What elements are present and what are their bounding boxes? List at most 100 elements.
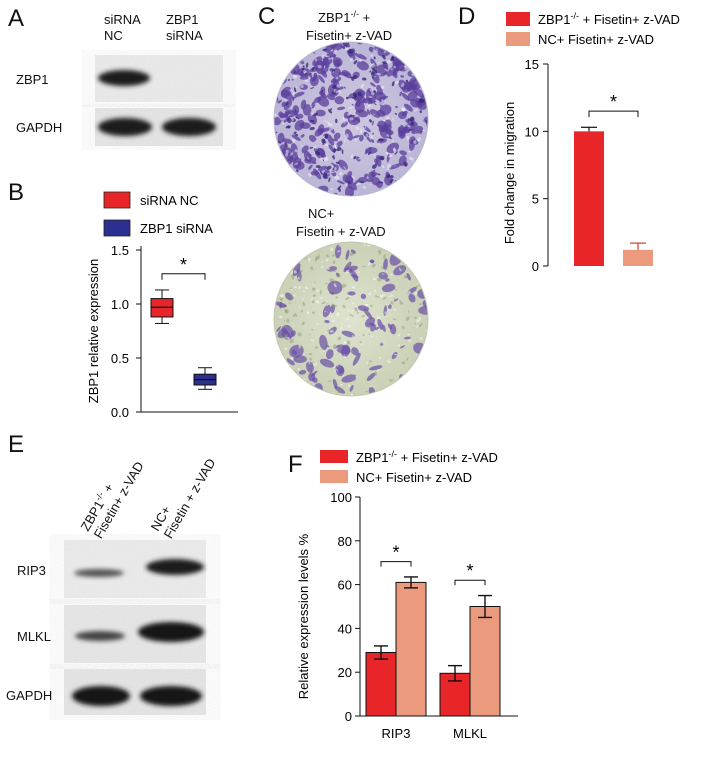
stained-cell (326, 134, 335, 146)
stained-cell (342, 174, 349, 183)
stained-cell (331, 162, 336, 167)
stained-cell (300, 99, 307, 110)
stained-cell (299, 118, 301, 121)
stained-cell (379, 181, 384, 184)
stained-cell (309, 146, 314, 149)
stained-cell (369, 365, 383, 371)
stained-cell (294, 91, 305, 97)
stained-cell (325, 258, 329, 262)
stained-cell (295, 87, 298, 89)
stained-cell (334, 144, 338, 147)
stained-cell (360, 293, 367, 300)
stained-cell (314, 150, 321, 156)
stained-cell (381, 100, 384, 104)
stained-cell (356, 350, 358, 353)
stained-cell (310, 361, 314, 364)
stained-cell (393, 265, 407, 276)
stained-cell (373, 56, 376, 60)
stained-cell (338, 86, 344, 90)
stained-cell (321, 260, 324, 263)
stained-cell (357, 305, 370, 312)
stained-cell (366, 244, 371, 247)
stained-cell (369, 183, 372, 186)
stained-cell (356, 312, 359, 314)
stained-cell (333, 268, 338, 272)
stained-cell (349, 385, 354, 392)
stained-cell (373, 162, 375, 165)
stained-cell (338, 172, 342, 175)
stained-cell (407, 124, 411, 128)
stained-cell (394, 151, 398, 155)
stained-cell (330, 76, 342, 84)
stained-cell (365, 300, 367, 303)
stained-cell (330, 314, 333, 319)
stained-cell (398, 126, 403, 137)
stained-cell (329, 291, 335, 295)
stained-cell (406, 273, 411, 281)
stained-cell (298, 270, 303, 273)
stained-cell (367, 363, 370, 366)
stained-cell (303, 357, 306, 360)
stained-cell (292, 314, 295, 317)
stained-cell (388, 154, 393, 158)
stained-cell (390, 175, 394, 178)
stained-cell (377, 61, 381, 64)
stained-cell (335, 296, 338, 299)
stained-cell (370, 304, 373, 308)
stained-cell (403, 336, 411, 340)
stained-cell (393, 147, 396, 152)
stained-cell (332, 70, 335, 73)
stained-cell (342, 304, 346, 309)
stained-cell (328, 380, 331, 383)
stained-cell (398, 79, 408, 91)
stained-cell (416, 319, 420, 323)
stained-cell (297, 357, 301, 360)
stained-cell (279, 144, 286, 153)
stained-cell (377, 277, 382, 282)
stained-cell (412, 87, 425, 98)
stained-cell (362, 77, 367, 81)
stained-cell (294, 109, 297, 113)
stained-cell (340, 383, 343, 386)
stained-cell (298, 155, 300, 159)
lane-label-a2-line1: ZBP1 (166, 12, 199, 27)
stained-cell (312, 56, 323, 66)
stained-cell (302, 301, 306, 307)
stained-cell (369, 326, 372, 329)
stained-cell (344, 47, 349, 52)
stained-cell (327, 123, 333, 127)
stained-cell (371, 138, 375, 143)
stained-cell (399, 91, 403, 97)
stained-cell (308, 164, 313, 170)
stained-cell (390, 273, 393, 276)
stained-cell (319, 289, 322, 295)
stained-cell (345, 182, 349, 186)
legend-label-f-1: NC+ Fisetin+ z-VAD (356, 470, 472, 485)
stained-cell (365, 390, 368, 393)
stained-cell (347, 324, 351, 328)
stained-cell (291, 322, 294, 325)
well-top-label-line1: ZBP1-/- + (318, 9, 370, 25)
sig-star-d: * (610, 92, 617, 112)
stained-cell (330, 171, 335, 174)
stained-cell (290, 143, 298, 155)
stained-cell (335, 347, 338, 351)
stained-cell (329, 127, 333, 131)
y-tick-label-f: 40 (338, 621, 352, 636)
stained-cell (377, 318, 384, 330)
stained-cell (382, 119, 386, 122)
stained-cell (355, 138, 357, 142)
stained-cell (353, 179, 360, 185)
stained-cell (305, 286, 308, 290)
chart-d: ZBP1-/- + Fisetin+ z-VAD NC+ Fisetin+ z-V… (502, 11, 680, 274)
stained-cell (285, 309, 289, 314)
stained-cell (346, 340, 351, 345)
stained-cell (368, 95, 373, 99)
stained-cell (318, 74, 325, 84)
y-tick-label-d: 10 (525, 124, 539, 139)
stained-cell (327, 280, 343, 295)
stained-cell (303, 70, 307, 74)
stained-cell (414, 322, 416, 325)
stained-cell (310, 298, 314, 302)
stained-cell (392, 117, 394, 122)
